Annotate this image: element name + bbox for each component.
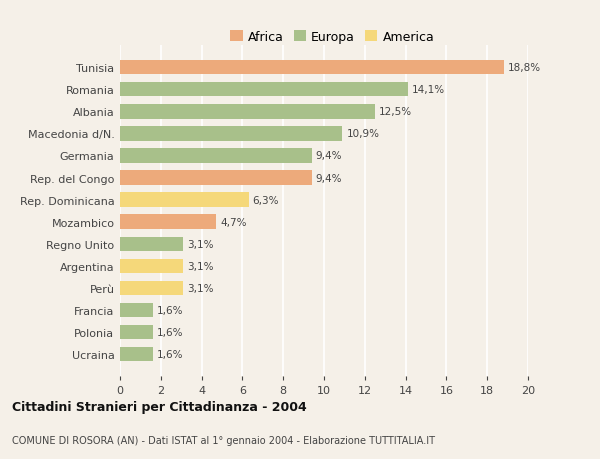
Bar — [120, 303, 152, 317]
Bar — [120, 105, 375, 119]
Legend: Africa, Europa, America: Africa, Europa, America — [225, 26, 439, 49]
Bar — [120, 259, 183, 273]
Text: 1,6%: 1,6% — [157, 349, 183, 359]
Text: 3,1%: 3,1% — [187, 261, 214, 271]
Bar — [120, 171, 312, 185]
Bar — [120, 83, 407, 97]
Bar — [120, 281, 183, 295]
Bar — [120, 61, 503, 75]
Text: 12,5%: 12,5% — [379, 107, 412, 117]
Text: 6,3%: 6,3% — [253, 195, 279, 205]
Bar — [120, 127, 343, 141]
Text: 4,7%: 4,7% — [220, 217, 247, 227]
Bar — [120, 193, 248, 207]
Bar — [120, 237, 183, 252]
Text: 14,1%: 14,1% — [412, 85, 445, 95]
Bar — [120, 347, 152, 361]
Text: 1,6%: 1,6% — [157, 327, 183, 337]
Bar — [120, 215, 216, 230]
Text: 1,6%: 1,6% — [157, 305, 183, 315]
Text: 9,4%: 9,4% — [316, 151, 343, 161]
Text: 3,1%: 3,1% — [187, 239, 214, 249]
Text: Cittadini Stranieri per Cittadinanza - 2004: Cittadini Stranieri per Cittadinanza - 2… — [12, 400, 307, 413]
Bar — [120, 325, 152, 339]
Bar — [120, 149, 312, 163]
Text: 9,4%: 9,4% — [316, 173, 343, 183]
Text: 10,9%: 10,9% — [346, 129, 379, 139]
Text: COMUNE DI ROSORA (AN) - Dati ISTAT al 1° gennaio 2004 - Elaborazione TUTTITALIA.: COMUNE DI ROSORA (AN) - Dati ISTAT al 1°… — [12, 435, 435, 445]
Text: 3,1%: 3,1% — [187, 283, 214, 293]
Text: 18,8%: 18,8% — [508, 63, 541, 73]
